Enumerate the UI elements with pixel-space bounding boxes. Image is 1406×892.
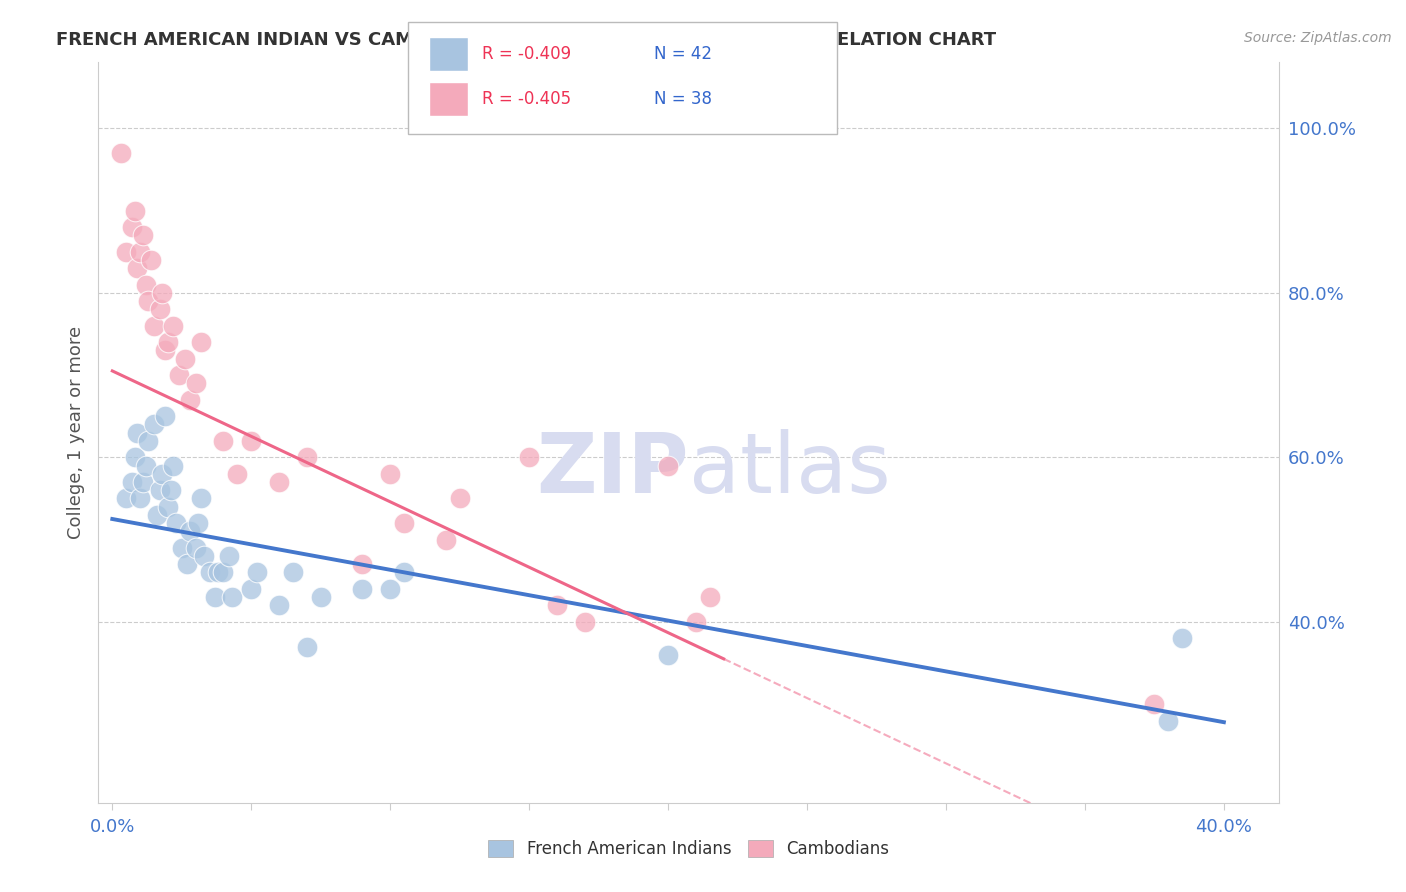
- Point: [129, 491, 152, 506]
- Point: [148, 302, 170, 317]
- Point: [221, 590, 243, 604]
- Point: [124, 450, 146, 465]
- Point: [110, 145, 132, 160]
- Point: [449, 491, 471, 506]
- Point: [226, 467, 249, 481]
- Point: [380, 582, 402, 596]
- Point: [685, 615, 707, 629]
- Point: [132, 228, 155, 243]
- Point: [267, 475, 290, 489]
- Point: [124, 203, 146, 218]
- Point: [657, 458, 679, 473]
- Point: [657, 648, 679, 662]
- Point: [115, 244, 138, 259]
- Point: [153, 343, 176, 358]
- Point: [165, 516, 187, 530]
- Point: [156, 500, 179, 514]
- Point: [434, 533, 457, 547]
- Point: [159, 483, 181, 498]
- Point: [295, 450, 318, 465]
- Point: [127, 425, 149, 440]
- Point: [1157, 714, 1180, 728]
- Point: [162, 458, 184, 473]
- Point: [281, 566, 304, 580]
- Point: [574, 615, 596, 629]
- Point: [148, 483, 170, 498]
- Point: [135, 277, 157, 292]
- Point: [198, 566, 221, 580]
- Point: [240, 434, 263, 448]
- Point: [699, 590, 721, 604]
- Point: [218, 549, 240, 563]
- Point: [141, 252, 163, 267]
- Point: [121, 219, 143, 234]
- Point: [190, 491, 212, 506]
- Point: [162, 318, 184, 333]
- Text: ZIP: ZIP: [537, 429, 689, 510]
- Point: [153, 409, 176, 424]
- Point: [184, 376, 207, 391]
- Point: [240, 582, 263, 596]
- Point: [156, 335, 179, 350]
- Point: [179, 524, 201, 539]
- Point: [138, 434, 160, 448]
- Point: [129, 244, 152, 259]
- Text: N = 38: N = 38: [654, 90, 711, 108]
- Point: [546, 599, 568, 613]
- Text: R = -0.409: R = -0.409: [482, 45, 571, 63]
- Point: [187, 516, 209, 530]
- Legend: French American Indians, Cambodians: French American Indians, Cambodians: [482, 833, 896, 865]
- Point: [170, 541, 193, 555]
- Point: [173, 351, 195, 366]
- Point: [143, 318, 166, 333]
- Text: R = -0.405: R = -0.405: [482, 90, 571, 108]
- Point: [193, 549, 215, 563]
- Point: [143, 417, 166, 432]
- Point: [207, 566, 229, 580]
- Point: [1143, 697, 1166, 711]
- Point: [138, 293, 160, 308]
- Point: [190, 335, 212, 350]
- Point: [146, 508, 169, 522]
- Point: [179, 392, 201, 407]
- Point: [267, 599, 290, 613]
- Point: [295, 640, 318, 654]
- Point: [212, 566, 235, 580]
- Point: [135, 458, 157, 473]
- Y-axis label: College, 1 year or more: College, 1 year or more: [66, 326, 84, 539]
- Point: [392, 566, 415, 580]
- Point: [1171, 632, 1194, 646]
- Text: atlas: atlas: [689, 429, 890, 510]
- Point: [309, 590, 332, 604]
- Point: [380, 467, 402, 481]
- Text: FRENCH AMERICAN INDIAN VS CAMBODIAN COLLEGE, 1 YEAR OR MORE CORRELATION CHART: FRENCH AMERICAN INDIAN VS CAMBODIAN COLL…: [56, 31, 997, 49]
- Point: [246, 566, 269, 580]
- Point: [167, 368, 190, 382]
- Point: [212, 434, 235, 448]
- Point: [184, 541, 207, 555]
- Point: [132, 475, 155, 489]
- Point: [204, 590, 226, 604]
- Point: [150, 467, 173, 481]
- Point: [517, 450, 540, 465]
- Point: [392, 516, 415, 530]
- Point: [352, 558, 374, 572]
- Point: [150, 285, 173, 300]
- Point: [352, 582, 374, 596]
- Point: [121, 475, 143, 489]
- Point: [115, 491, 138, 506]
- Text: Source: ZipAtlas.com: Source: ZipAtlas.com: [1244, 31, 1392, 45]
- Point: [127, 261, 149, 276]
- Text: N = 42: N = 42: [654, 45, 711, 63]
- Point: [176, 558, 198, 572]
